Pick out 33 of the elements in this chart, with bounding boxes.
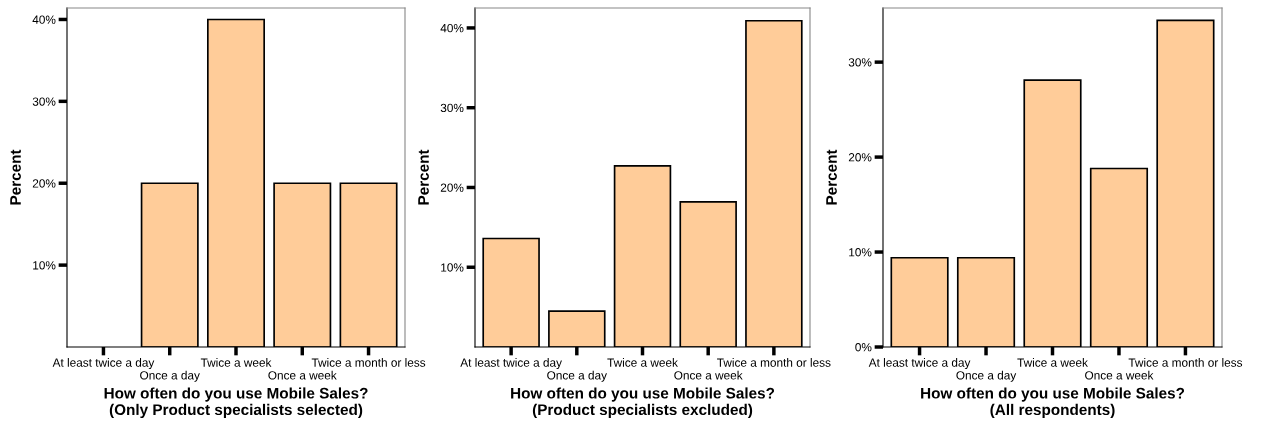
y-axis-title: Percent: [826, 149, 837, 205]
x-tick-label: Twice a month or less: [1128, 358, 1243, 367]
x-tick-label: Twice a week: [1017, 358, 1088, 367]
x-tick-label: Once a day: [547, 370, 607, 382]
y-tick-label: 30%: [848, 58, 872, 67]
y-axis-title: Percent: [418, 149, 429, 205]
x-tick-label: At least twice a day: [460, 358, 562, 370]
x-tick-label: Once a week: [268, 370, 337, 380]
y-tick-label: 10%: [441, 263, 464, 272]
y-axis-title: Percent: [10, 149, 21, 205]
x-tick-label: Twice a month or less: [311, 358, 426, 367]
y-tick-label: 10%: [849, 248, 872, 257]
x-tick-label: Twice a week: [200, 358, 272, 367]
x-tick-label: At least twice a day: [52, 358, 155, 370]
x-axis-title: How often do you use Mobile Sales? (Only Product specialists selected): [104, 387, 368, 419]
y-tick-label: 20%: [848, 153, 872, 162]
y-tick-label: 40%: [32, 15, 56, 24]
y-tick-label: 10%: [33, 261, 56, 270]
x-tick-label: At least twice a day: [868, 358, 971, 370]
y-tick-label: 30%: [440, 103, 464, 113]
x-tick-label: Twice a month or less: [717, 358, 831, 367]
x-tick-label: Twice a week: [607, 358, 678, 367]
x-axis-title: How often do you use Mobile Sales? (Product specialists excluded): [511, 387, 775, 419]
x-axis-title: How often do you use Mobile Sales? (All respondents): [921, 387, 1185, 419]
x-tick-label: Once a day: [956, 370, 1017, 382]
y-tick-label: 0%: [855, 343, 872, 352]
y-tick-label: 40%: [440, 23, 464, 33]
x-tick-label: Once a week: [1085, 370, 1154, 380]
x-tick-label: Once a week: [674, 370, 743, 380]
x-tick-label: Once a day: [140, 370, 200, 382]
y-tick-label: 20%: [32, 179, 56, 188]
y-tick-label: 30%: [32, 97, 56, 106]
y-tick-label: 20%: [440, 183, 464, 192]
